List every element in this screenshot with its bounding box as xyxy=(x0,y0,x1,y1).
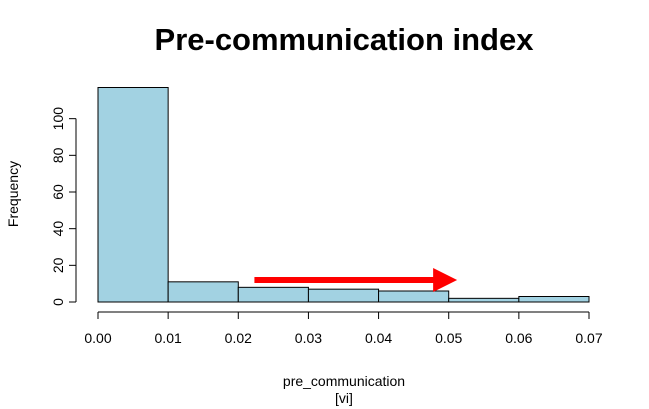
histogram-bar xyxy=(237,286,309,303)
y-axis-label: Frequency xyxy=(5,161,21,227)
histogram-bar xyxy=(167,281,239,303)
chart-title: Pre-communication index xyxy=(155,22,535,57)
x-tick-label: 0.02 xyxy=(225,330,252,346)
histogram-bar xyxy=(518,296,590,303)
histogram-bar xyxy=(448,297,520,303)
bars-group xyxy=(97,87,590,303)
x-tick-label: 0.01 xyxy=(155,330,182,346)
y-tick-label: 40 xyxy=(50,221,66,237)
annotation-group xyxy=(254,268,458,292)
arrow-head xyxy=(433,268,458,292)
x-tick-label: 0.03 xyxy=(295,330,322,346)
y-tick-label: 20 xyxy=(50,257,66,273)
y-axis: 0 20 40 60 80 100 xyxy=(50,107,77,306)
y-tick-label: 80 xyxy=(50,147,66,163)
x-axis-label: pre_communication xyxy=(283,373,405,389)
x-tick-label: 0.00 xyxy=(84,330,111,346)
y-tick-label: 100 xyxy=(50,107,66,131)
x-tick-label: 0.06 xyxy=(505,330,532,346)
histogram-bar xyxy=(97,87,169,303)
x-tick-label: 0.05 xyxy=(435,330,462,346)
histogram-bar xyxy=(378,290,450,303)
histogram-bar xyxy=(307,288,380,303)
x-tick-label: 0.07 xyxy=(575,330,602,346)
x-axis-sublabel: [vi] xyxy=(335,390,353,406)
y-tick-label: 0 xyxy=(50,298,66,306)
y-tick-label: 60 xyxy=(50,184,66,200)
x-axis: 0.00 0.01 0.02 0.03 0.04 0.05 0.06 0.07 xyxy=(84,311,603,346)
x-tick-label: 0.04 xyxy=(365,330,392,346)
